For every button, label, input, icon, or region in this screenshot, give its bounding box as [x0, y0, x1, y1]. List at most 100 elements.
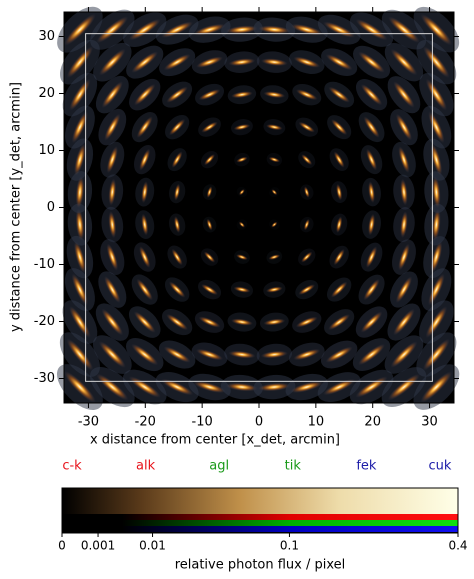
psf-core	[293, 348, 321, 361]
psf-core	[141, 181, 149, 204]
x-tick-label: 20	[364, 415, 381, 430]
psf-spot	[200, 248, 219, 266]
psf-core	[366, 148, 378, 171]
psf-spot	[266, 152, 283, 167]
psf-core	[171, 151, 183, 168]
psf-spot	[155, 372, 199, 403]
colorbar-band	[122, 514, 458, 520]
psf-spot	[424, 171, 449, 213]
psf-core	[63, 371, 96, 404]
psf-core	[430, 241, 443, 274]
psf-spot	[90, 9, 135, 50]
psf-core	[336, 216, 343, 233]
psf-spot	[384, 335, 424, 374]
psf-spot	[381, 367, 427, 407]
psf-core	[263, 318, 286, 326]
psf-spot	[392, 239, 416, 275]
psf-core	[258, 25, 291, 34]
psf-core	[141, 213, 149, 236]
psf-core	[64, 13, 96, 46]
psf-core	[303, 186, 310, 198]
psf-core	[139, 246, 151, 269]
psf-spot	[416, 332, 457, 377]
psf-core	[106, 146, 118, 174]
psf-spot	[165, 114, 190, 140]
psf-spot	[419, 300, 454, 344]
psf-core	[96, 373, 129, 401]
psf-core	[131, 343, 159, 366]
psf-spot	[135, 210, 155, 239]
psf-core	[66, 338, 94, 371]
psf-core	[203, 251, 216, 263]
psf-core	[98, 341, 126, 368]
psf-core	[104, 276, 121, 304]
psf-spot	[236, 186, 248, 198]
psf-spot	[198, 117, 221, 137]
psf-core	[395, 276, 413, 303]
psf-spot	[300, 184, 314, 200]
psf-core	[233, 286, 251, 293]
psf-core	[198, 89, 221, 101]
x-tick-label: -10	[192, 415, 213, 430]
psf-spot	[285, 16, 328, 43]
psf-core	[101, 81, 123, 109]
psf-spot	[162, 81, 193, 108]
psf-spot	[352, 338, 391, 371]
colorbar-tick-label: 0.4	[448, 539, 467, 553]
psf-core	[233, 123, 251, 131]
psf-core	[393, 308, 415, 336]
psf-core	[423, 46, 450, 79]
psf-spot	[393, 174, 415, 210]
x-tick-label: -30	[78, 415, 99, 430]
x-tick-label: 30	[421, 415, 438, 430]
psf-core	[295, 89, 318, 101]
psf-spot	[100, 141, 125, 178]
y-tick-label: 20	[38, 86, 55, 101]
psf-core	[360, 83, 383, 106]
psf-core	[400, 211, 408, 239]
psf-core	[271, 189, 278, 196]
plot-area	[63, 11, 455, 404]
psf-spot	[195, 83, 225, 106]
psf-spot	[167, 245, 187, 269]
psf-spot	[324, 81, 355, 108]
psf-spot	[89, 366, 135, 408]
psf-core	[206, 218, 213, 231]
psf-spot	[135, 177, 155, 207]
psf-spot	[227, 312, 257, 332]
colorbar-frame	[61, 487, 459, 534]
psf-spot	[260, 85, 289, 105]
psf-spot	[387, 303, 421, 341]
psf-core	[195, 348, 224, 361]
psf-spot	[131, 112, 158, 143]
psf-core	[239, 189, 245, 196]
psf-core	[268, 156, 281, 163]
psf-spot	[168, 181, 186, 204]
psf-core	[363, 278, 380, 301]
y-tick-label: -30	[34, 371, 55, 386]
psf-spot	[360, 145, 383, 175]
colorbar-tick-label: 0.001	[81, 539, 115, 553]
psf-spot	[355, 79, 388, 111]
psf-spot	[158, 340, 196, 369]
psf-core	[400, 178, 408, 206]
psf-core	[99, 48, 126, 76]
psf-core	[228, 350, 256, 359]
psf-spot	[353, 45, 391, 79]
psf-spot	[358, 274, 385, 305]
psf-spot	[299, 216, 314, 233]
x-tick-label: -20	[135, 415, 156, 430]
psf-core	[230, 318, 253, 326]
psf-core	[265, 286, 283, 293]
psf-core	[161, 378, 194, 396]
psf-core	[166, 86, 188, 103]
psf-core	[75, 208, 85, 241]
y-tick-label: 10	[38, 143, 55, 158]
psf-spot	[292, 83, 322, 106]
colorbar-flux	[62, 488, 458, 514]
psf-spot	[320, 340, 358, 369]
psf-core	[358, 343, 385, 366]
psf-spot	[66, 138, 94, 181]
psf-core	[336, 183, 343, 201]
psf-core	[271, 221, 278, 228]
